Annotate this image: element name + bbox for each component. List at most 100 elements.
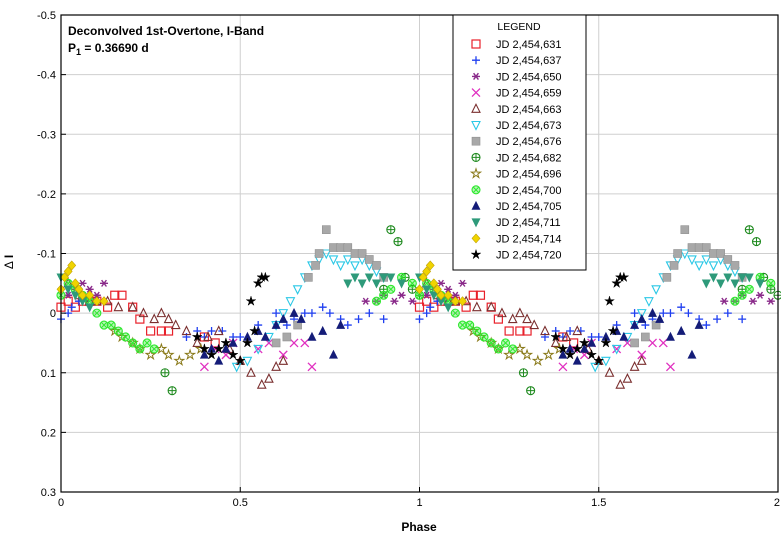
- data-point: [304, 273, 313, 282]
- data-point: [205, 348, 218, 360]
- y-tick-label: -0.2: [37, 189, 56, 201]
- data-point: [723, 255, 733, 264]
- data-point: [429, 291, 439, 301]
- data-point: [321, 249, 332, 260]
- data-point: [198, 343, 210, 354]
- data-point: [162, 348, 175, 361]
- series-7: [271, 225, 747, 348]
- chart-title: Deconvolved 1st-Overtone, I-Band: [68, 24, 264, 38]
- data-point: [92, 308, 102, 318]
- data-point: [504, 326, 514, 336]
- data-point: [679, 249, 690, 260]
- legend-marker: [470, 248, 482, 260]
- data-point: [199, 349, 209, 359]
- data-point: [221, 343, 231, 353]
- data-point: [618, 271, 630, 283]
- data-point: [328, 255, 339, 266]
- data-point: [444, 285, 453, 293]
- legend-item: JD 2,454,711: [471, 217, 561, 229]
- data-point: [694, 243, 704, 252]
- data-point: [629, 361, 640, 371]
- period-subscript: 1: [76, 47, 81, 57]
- legend-marker: [471, 136, 481, 146]
- legend-label: JD 2,454,637: [496, 55, 561, 67]
- data-point: [336, 319, 346, 329]
- data-points: [56, 225, 781, 396]
- data-point: [260, 331, 270, 341]
- data-point: [335, 261, 346, 272]
- data-point: [350, 273, 360, 283]
- data-point: [426, 303, 435, 312]
- data-point: [531, 354, 544, 367]
- data-point: [676, 325, 686, 335]
- data-point: [458, 296, 467, 307]
- data-point: [390, 297, 399, 305]
- data-point: [585, 348, 598, 360]
- data-point: [278, 355, 289, 365]
- data-point: [702, 321, 711, 330]
- data-point: [744, 225, 754, 235]
- data-point: [293, 320, 302, 330]
- data-point: [655, 313, 665, 323]
- data-point: [236, 332, 245, 341]
- data-point: [278, 350, 288, 360]
- data-point: [70, 291, 80, 301]
- data-point: [755, 279, 765, 289]
- data-point: [572, 325, 583, 336]
- data-point: [486, 338, 496, 348]
- data-point: [550, 331, 562, 342]
- legend-title: LEGEND: [497, 21, 541, 33]
- data-point: [540, 325, 550, 336]
- data-point: [694, 261, 705, 272]
- legend-marker: [471, 103, 481, 113]
- data-point: [350, 261, 360, 272]
- data-point: [744, 273, 754, 283]
- legend-item: JD 2,454,659: [471, 88, 561, 100]
- legend-item: JD 2,454,663: [471, 103, 561, 116]
- data-point: [106, 320, 116, 330]
- data-point: [630, 309, 639, 318]
- y-axis-label-delta: Δ: [2, 261, 16, 269]
- data-point: [314, 249, 324, 258]
- data-point: [296, 313, 306, 323]
- data-point: [408, 297, 417, 305]
- data-point: [311, 261, 320, 270]
- data-point: [113, 301, 124, 312]
- data-point: [641, 332, 650, 342]
- data-point: [461, 302, 471, 312]
- legend-label: JD 2,454,714: [496, 233, 561, 245]
- data-point: [730, 261, 740, 270]
- data-point: [677, 303, 686, 312]
- data-point: [571, 343, 583, 354]
- data-point: [479, 332, 489, 342]
- legend-item: JD 2,454,714: [471, 233, 561, 245]
- data-point: [214, 355, 224, 365]
- data-point: [282, 332, 292, 342]
- data-point: [386, 284, 396, 294]
- data-point: [271, 319, 281, 329]
- legend-items: JD 2,454,631 JD 2,454,637 JD 2,454,650 JD 2…: [469, 39, 561, 262]
- legend-item: JD 2,454,720: [470, 248, 561, 262]
- data-point: [579, 343, 589, 353]
- legend-item: JD 2,454,637: [472, 55, 561, 67]
- data-point: [271, 361, 281, 371]
- data-point: [379, 290, 389, 300]
- data-point: [636, 355, 647, 365]
- data-point: [520, 348, 534, 361]
- data-point: [738, 315, 747, 324]
- x-tick-label: 0.5: [233, 497, 248, 509]
- data-point: [694, 319, 704, 329]
- data-point: [371, 279, 381, 289]
- legend-marker: [471, 39, 481, 49]
- data-point: [662, 273, 672, 282]
- data-point: [644, 297, 654, 307]
- data-point: [365, 309, 374, 318]
- data-point: [85, 285, 94, 293]
- data-point: [507, 313, 518, 324]
- legend-label: JD 2,454,631: [496, 39, 561, 51]
- data-point: [135, 344, 145, 354]
- data-point: [278, 313, 288, 323]
- data-point: [103, 302, 113, 312]
- data-point: [600, 337, 612, 348]
